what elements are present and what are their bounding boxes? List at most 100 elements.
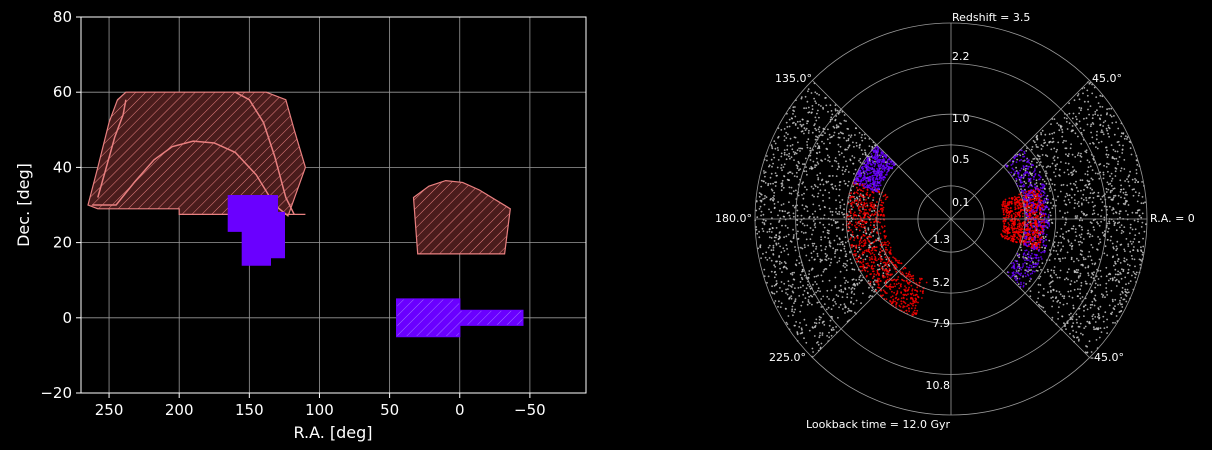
- scatter-point: [1102, 194, 1105, 197]
- scatter-point: [1034, 186, 1037, 189]
- scatter-point: [1141, 253, 1144, 256]
- scatter-point: [866, 236, 869, 239]
- scatter-point: [1027, 259, 1030, 261]
- scatter-point: [892, 256, 894, 259]
- scatter-point: [881, 250, 883, 252]
- scatter-point: [1081, 203, 1083, 206]
- scatter-point: [858, 222, 860, 224]
- scatter-point: [790, 186, 793, 189]
- scatter-point: [1006, 206, 1009, 209]
- scatter-point: [873, 273, 876, 275]
- scatter-point: [1098, 317, 1100, 320]
- scatter-point: [832, 298, 835, 300]
- scatter-point: [771, 147, 774, 150]
- scatter-point: [1031, 146, 1034, 148]
- scatter-point: [1035, 209, 1038, 212]
- scatter-point: [853, 202, 856, 204]
- scatter-point: [1122, 132, 1125, 135]
- scatter-point: [796, 204, 798, 207]
- scatter-point: [863, 196, 866, 198]
- scatter-point: [834, 285, 837, 287]
- scatter-point: [1050, 289, 1052, 292]
- scatter-point: [829, 319, 832, 322]
- scatter-point: [800, 214, 803, 217]
- scatter-point: [814, 185, 817, 188]
- scatter-point: [865, 262, 868, 265]
- scatter-point: [1064, 203, 1067, 206]
- scatter-point: [1008, 211, 1010, 213]
- scatter-point: [1116, 247, 1119, 250]
- scatter-point: [879, 251, 882, 254]
- scatter-point: [849, 197, 851, 199]
- scatter-point: [1015, 272, 1017, 274]
- scatter-point: [817, 145, 820, 147]
- scatter-point: [1037, 259, 1040, 262]
- scatter-point: [880, 199, 882, 202]
- scatter-point: [1089, 105, 1092, 107]
- scatter-point: [831, 214, 834, 216]
- scatter-point: [1048, 141, 1051, 144]
- scatter-point: [1100, 220, 1102, 223]
- scatter-point: [1030, 166, 1033, 169]
- scatter-point: [1091, 213, 1094, 216]
- scatter-point: [1026, 259, 1029, 262]
- scatter-point: [1045, 172, 1048, 175]
- scatter-point: [1072, 166, 1074, 168]
- scatter-point: [828, 229, 830, 232]
- scatter-point: [1092, 219, 1095, 222]
- scatter-point: [1079, 275, 1082, 277]
- scatter-point: [1035, 244, 1038, 247]
- scatter-point: [1083, 188, 1085, 191]
- scatter-point: [1119, 226, 1121, 229]
- scatter-point: [838, 237, 841, 240]
- scatter-point: [793, 324, 796, 327]
- scatter-point: [860, 238, 862, 240]
- scatter-point: [788, 125, 791, 128]
- scatter-point: [901, 278, 903, 281]
- scatter-point: [1027, 253, 1030, 256]
- scatter-point: [801, 204, 804, 207]
- scatter-point: [1035, 179, 1038, 182]
- scatter-point: [910, 303, 913, 305]
- scatter-point: [823, 320, 825, 323]
- scatter-point: [1044, 224, 1047, 227]
- scatter-point: [1052, 204, 1055, 207]
- scatter-point: [1106, 162, 1108, 165]
- scatter-point: [1026, 240, 1029, 243]
- scatter-point: [1005, 214, 1008, 217]
- scatter-point: [1035, 301, 1038, 304]
- scatter-point: [1140, 246, 1142, 249]
- scatter-point: [1098, 314, 1100, 317]
- scatter-point: [1126, 272, 1129, 274]
- scatter-point: [1126, 263, 1129, 266]
- scatter-point: [1135, 212, 1137, 214]
- scatter-point: [884, 161, 887, 164]
- scatter-point: [1087, 229, 1089, 232]
- scatter-point: [819, 208, 822, 211]
- scatter-point: [876, 269, 879, 272]
- scatter-point: [762, 198, 764, 200]
- scatter-point: [1030, 183, 1032, 186]
- scatter-point: [1080, 332, 1082, 335]
- scatter-point: [1121, 290, 1123, 293]
- scatter-point: [896, 290, 899, 292]
- scatter-point: [816, 252, 819, 255]
- scatter-point: [1023, 152, 1026, 155]
- scatter-point: [862, 208, 864, 210]
- scatter-point: [852, 284, 855, 286]
- scatter-point: [1037, 234, 1039, 237]
- scatter-point: [882, 244, 884, 247]
- scatter-point: [827, 180, 830, 183]
- scatter-point: [1028, 240, 1030, 243]
- scatter-point: [864, 240, 867, 242]
- scatter-point: [801, 268, 804, 271]
- scatter-point: [1016, 153, 1019, 156]
- scatter-point: [834, 157, 837, 159]
- scatter-point: [906, 281, 909, 284]
- scatter-point: [1090, 289, 1093, 292]
- scatter-point: [884, 198, 887, 201]
- scatter-point: [849, 202, 852, 205]
- scatter-point: [856, 186, 858, 189]
- scatter-point: [833, 159, 836, 162]
- scatter-point: [1050, 291, 1052, 293]
